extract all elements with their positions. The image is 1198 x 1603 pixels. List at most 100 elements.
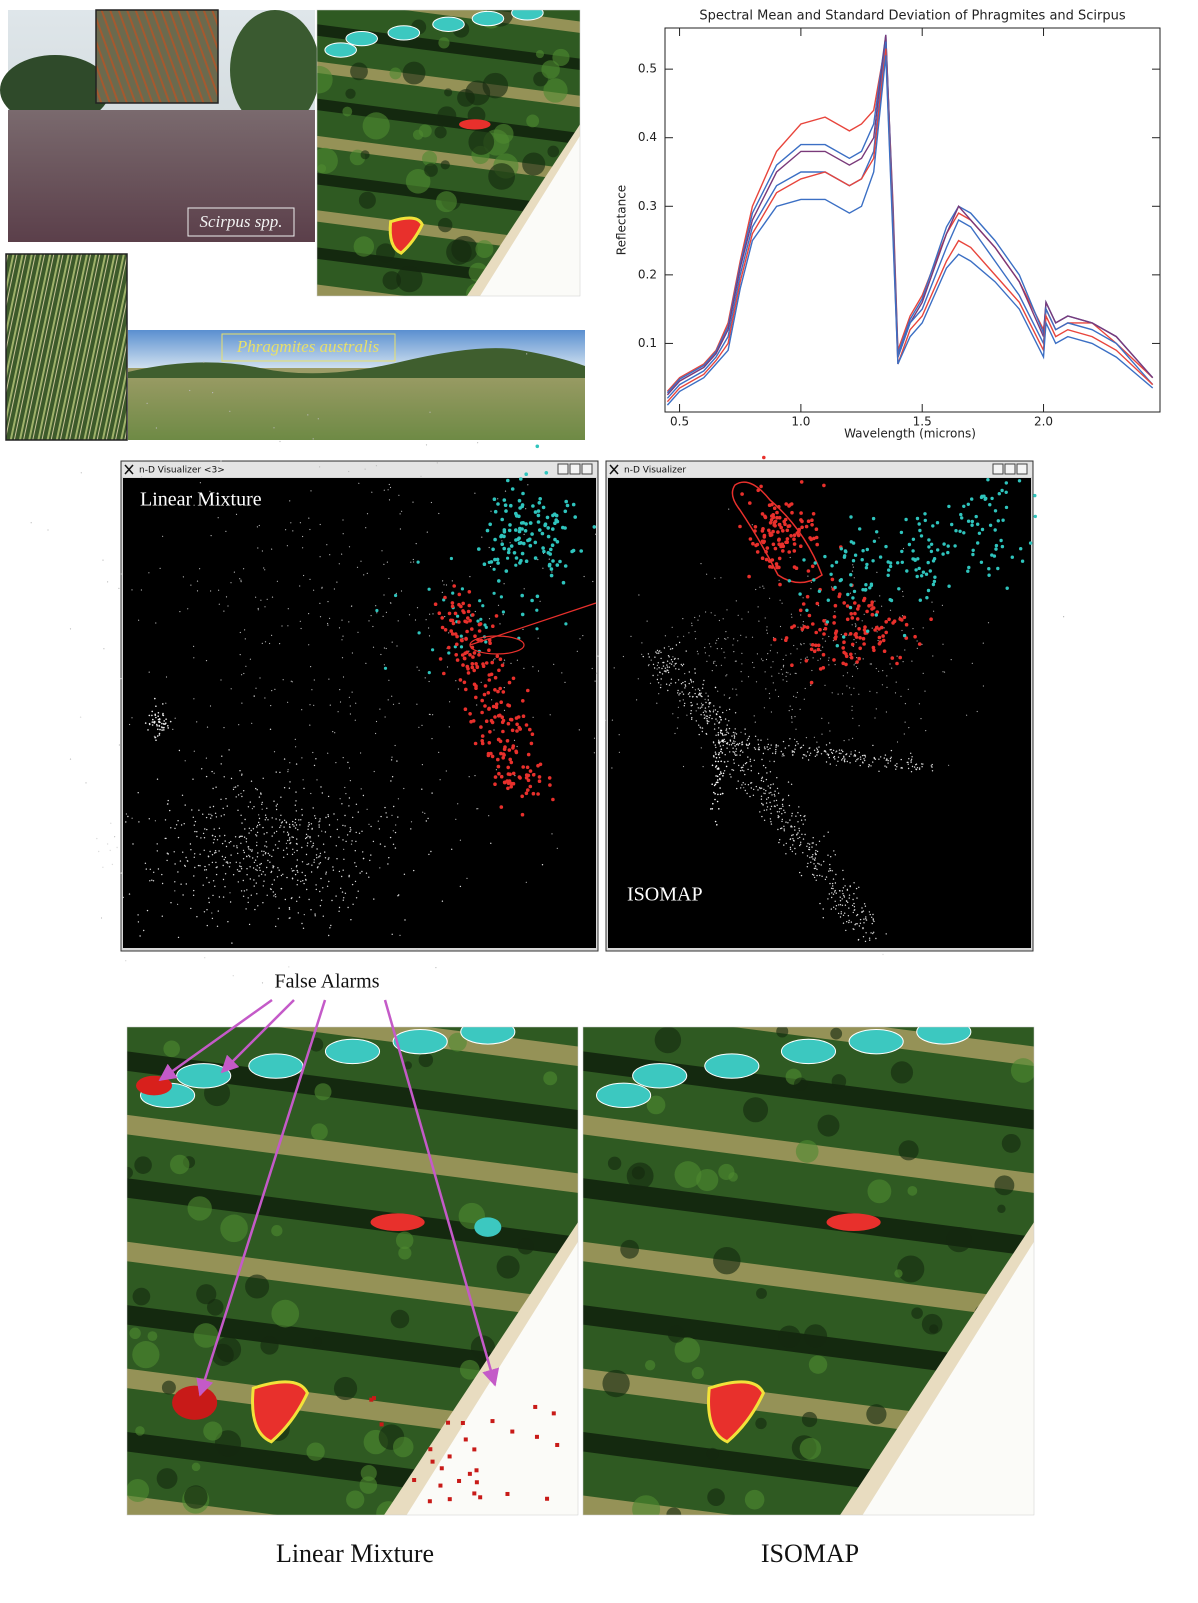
scatter-dot <box>447 646 451 650</box>
scatter-dot <box>495 614 499 618</box>
scatter-dot <box>116 847 117 848</box>
scatter-dot <box>795 745 796 746</box>
scatter-dot <box>471 613 475 617</box>
scatter-dot <box>312 752 313 753</box>
scatter-dot <box>766 799 767 800</box>
scatter-dot <box>698 694 699 695</box>
scatter-dot <box>292 878 293 879</box>
scatter-dot <box>833 586 836 589</box>
scatter-dot <box>810 684 811 685</box>
scatter-dot <box>474 686 478 690</box>
window-button[interactable] <box>1005 464 1015 474</box>
scatter-dot <box>726 710 727 711</box>
scatter-dot <box>222 843 223 844</box>
map-texture <box>207 1299 224 1316</box>
scatter-dot <box>745 784 746 785</box>
scatter-dot <box>474 662 478 666</box>
scatter-dot <box>509 785 513 789</box>
scatter-dot <box>518 775 522 779</box>
scatter-dot <box>467 610 471 614</box>
map-texture <box>413 130 423 140</box>
scatter-dot <box>451 849 452 850</box>
scatter-dot <box>502 547 506 551</box>
scatter-dot <box>980 496 983 499</box>
scatter-dot <box>788 781 789 782</box>
scatter-dot <box>496 654 500 658</box>
scatter-dot <box>275 818 276 819</box>
scatter-dot <box>753 667 754 668</box>
scatter-dot <box>511 487 515 491</box>
scatter-dot <box>365 663 366 664</box>
scatter-dot <box>129 893 130 894</box>
scatter-dot <box>802 757 803 758</box>
scatter-dot <box>138 921 139 922</box>
scatter-dot <box>764 746 765 747</box>
scatter-dot <box>342 839 343 840</box>
scatter-dot <box>281 888 282 889</box>
scatter-dot <box>224 859 225 860</box>
scatter-dot <box>521 813 525 817</box>
scatter-dot <box>707 720 708 721</box>
scatter-dot <box>1001 545 1004 548</box>
scatter-dot <box>744 728 745 729</box>
map-texture <box>794 1078 807 1091</box>
scatter-dot <box>208 898 209 899</box>
scatter-dot <box>473 651 477 655</box>
scatter-dot <box>816 869 817 870</box>
scatter-dot <box>592 581 593 582</box>
scatter-dot <box>718 767 720 769</box>
spectral-line <box>667 42 1152 392</box>
scatter-dot <box>493 729 494 730</box>
scatter-dot <box>690 680 691 681</box>
scatter-dot <box>769 792 770 793</box>
scatter-dot <box>460 635 463 638</box>
scatter-dot <box>272 867 273 868</box>
scatter-dot <box>303 883 304 884</box>
scatter-dot <box>649 657 650 658</box>
photo-label: Phragmites australis <box>236 337 380 356</box>
scatter-dot <box>800 709 801 710</box>
scatter-dot <box>257 789 258 790</box>
scatter-dot <box>291 836 292 837</box>
scatter-dot <box>448 612 452 616</box>
scatter-dot <box>805 688 806 689</box>
scatter-dot <box>412 502 413 503</box>
scatter-dot <box>750 759 751 760</box>
scatter-dot <box>253 867 254 868</box>
scatter-dot <box>508 523 512 527</box>
scatter-dot <box>865 932 866 933</box>
scatter-dot <box>765 688 766 689</box>
scatter-dot <box>778 842 779 843</box>
scatter-dot <box>761 778 762 779</box>
scatter-dot <box>810 862 811 863</box>
scatter-dot <box>158 868 159 869</box>
window-button[interactable] <box>570 464 580 474</box>
scatter-dot <box>345 893 346 894</box>
window-button[interactable] <box>993 464 1003 474</box>
scatter-dot <box>157 850 158 851</box>
scatter-dot <box>426 619 427 620</box>
scatter-dot <box>422 812 423 813</box>
scatter-dot <box>831 908 832 909</box>
scatter-dot <box>784 830 785 831</box>
scatter-dot <box>733 638 734 639</box>
scatter-dot <box>655 651 656 652</box>
scatter-dot <box>715 761 717 763</box>
window-button[interactable] <box>558 464 568 474</box>
scatter-dot <box>881 606 882 607</box>
scatter-dot <box>927 589 930 592</box>
scatter-dot <box>517 726 521 730</box>
scatter-dot <box>238 881 239 882</box>
scatter-dot <box>770 821 771 822</box>
scatter-dot <box>273 427 274 428</box>
scatter-dot <box>833 907 834 908</box>
scatter-dot <box>165 718 167 720</box>
map-texture <box>802 1412 817 1427</box>
window-button[interactable] <box>1017 464 1027 474</box>
scatter-dot <box>336 582 337 583</box>
scatter-dot <box>551 514 555 518</box>
scatter-dot <box>283 679 284 680</box>
window-button[interactable] <box>582 464 592 474</box>
scatter-dot <box>513 551 517 555</box>
scatter-dot <box>770 792 771 793</box>
